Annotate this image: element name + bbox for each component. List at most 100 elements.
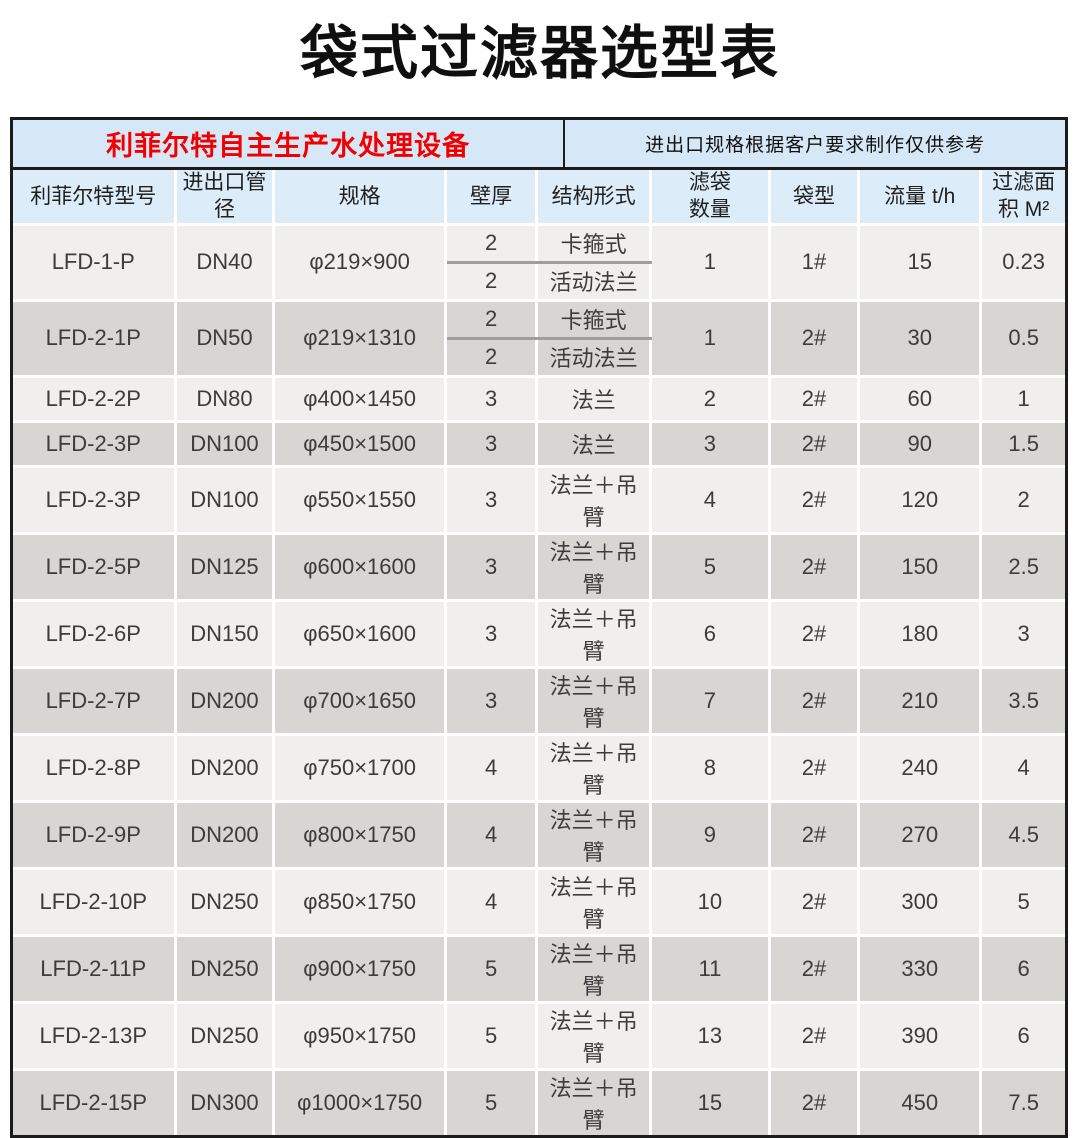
filter-area-cell: 5 xyxy=(980,868,1065,937)
flow-rate-cell: 300 xyxy=(858,868,983,937)
bag-type-cell: 2# xyxy=(769,935,861,1004)
wall-thickness-cell: 5 xyxy=(445,935,539,1004)
header-row: 利菲尔特型号 进出口管径 规格 壁厚 结构形式 滤袋数量 袋型 流量 t/h 过… xyxy=(13,170,1065,226)
filter-area-cell: 2 xyxy=(980,466,1065,535)
table-row: LFD-1-P DN40 φ219×900 2 卡箍式 1 1# 15 0.23 xyxy=(13,224,1065,302)
filter-area-cell: 2.5 xyxy=(980,533,1065,602)
structure-cell: 法兰＋吊臂 xyxy=(536,935,652,1004)
pipe-diameter-cell: DN200 xyxy=(175,801,276,870)
table-row: LFD-2-13P DN250 φ950×1750 5 法兰＋吊臂 13 2# … xyxy=(13,1002,1065,1071)
pipe-diameter-cell: DN250 xyxy=(175,1002,276,1071)
model-cell: LFD-2-3P xyxy=(13,421,177,468)
pipe-diameter-cell: DN250 xyxy=(175,935,276,1004)
flow-rate-cell: 240 xyxy=(858,734,983,803)
table-banner: 利菲尔特自主生产水处理设备 进出口规格根据客户要求制作仅供参考 xyxy=(13,120,1065,171)
filter-area-cell: 0.23 xyxy=(980,224,1065,302)
structure-cell: 法兰＋吊臂 xyxy=(536,600,652,669)
structure-cell: 法兰 xyxy=(536,421,652,468)
pipe-diameter-cell: DN150 xyxy=(175,600,276,669)
structure-cell: 法兰＋吊臂 xyxy=(536,1002,652,1071)
bag-count-cell: 6 xyxy=(650,600,771,669)
structure-cell: 法兰＋吊臂 xyxy=(536,868,652,937)
bag-type-cell: 2# xyxy=(769,1002,861,1071)
spec-table: 利菲尔特型号 进出口管径 规格 壁厚 结构形式 滤袋数量 袋型 流量 t/h 过… xyxy=(13,170,1065,1135)
spec-cell: φ950×1750 xyxy=(273,1002,447,1071)
header-flow-rate: 流量 t/h xyxy=(858,170,983,226)
flow-rate-cell: 180 xyxy=(858,600,983,669)
filter-area-cell: 0.5 xyxy=(980,300,1065,378)
bag-type-cell: 2# xyxy=(769,466,861,535)
filter-area-cell: 3 xyxy=(980,600,1065,669)
model-cell: LFD-2-11P xyxy=(13,935,177,1004)
header-pipe-diameter: 进出口管径 xyxy=(175,170,276,226)
table-row: LFD-2-6P DN150 φ650×1600 3 法兰＋吊臂 6 2# 18… xyxy=(13,600,1065,669)
brand-text: 利菲尔特自主生产水处理设备 xyxy=(106,131,471,162)
bag-type-cell: 2# xyxy=(769,376,861,423)
header-model: 利菲尔特型号 xyxy=(13,170,177,226)
flow-rate-cell: 150 xyxy=(858,533,983,602)
bag-count-cell: 13 xyxy=(650,1002,771,1071)
table-row: LFD-2-9P DN200 φ800×1750 4 法兰＋吊臂 9 2# 27… xyxy=(13,801,1065,870)
wall-thickness-cell: 3 xyxy=(445,466,539,535)
bag-type-cell: 2# xyxy=(769,667,861,736)
model-cell: LFD-2-13P xyxy=(13,1002,177,1071)
model-cell: LFD-2-5P xyxy=(13,533,177,602)
bag-type-cell: 2# xyxy=(769,600,861,669)
pipe-diameter-cell: DN100 xyxy=(175,421,276,468)
model-cell: LFD-2-2P xyxy=(13,376,177,423)
filter-area-cell: 4.5 xyxy=(980,801,1065,870)
model-cell: LFD-2-7P xyxy=(13,667,177,736)
header-structure: 结构形式 xyxy=(536,170,652,226)
bag-count-cell: 9 xyxy=(650,801,771,870)
selection-table: 利菲尔特自主生产水处理设备 进出口规格根据客户要求制作仅供参考 利菲尔特型号 进… xyxy=(10,117,1068,1138)
bag-type-cell: 2# xyxy=(769,801,861,870)
filter-area-cell: 7.5 xyxy=(980,1069,1065,1135)
spec-cell: φ450×1500 xyxy=(273,421,447,468)
bag-type-cell: 2# xyxy=(769,868,861,937)
table-row: LFD-2-11P DN250 φ900×1750 5 法兰＋吊臂 11 2# … xyxy=(13,935,1065,1004)
spec-cell: φ550×1550 xyxy=(273,466,447,535)
model-cell: LFD-2-6P xyxy=(13,600,177,669)
spec-cell: φ219×900 xyxy=(273,224,447,302)
table-row: LFD-2-2P DN80 φ400×1450 3 法兰 2 2# 60 1 xyxy=(13,376,1065,423)
bag-count-cell: 3 xyxy=(650,421,771,468)
spec-cell: φ900×1750 xyxy=(273,935,447,1004)
wall-thickness-cell: 3 xyxy=(445,600,539,669)
structure-cell: 法兰＋吊臂 xyxy=(536,1069,652,1135)
structure-cell: 卡箍式 xyxy=(536,300,652,340)
header-wall-thickness: 壁厚 xyxy=(445,170,539,226)
table-row: LFD-2-1P DN50 φ219×1310 2 卡箍式 1 2# 30 0.… xyxy=(13,300,1065,378)
bag-count-cell: 15 xyxy=(650,1069,771,1135)
model-cell: LFD-2-1P xyxy=(13,300,177,378)
banner-note-cell: 进出口规格根据客户要求制作仅供参考 xyxy=(565,120,1065,167)
bag-count-cell: 10 xyxy=(650,868,771,937)
wall-thickness-cell: 4 xyxy=(445,801,539,870)
flow-rate-cell: 390 xyxy=(858,1002,983,1071)
bag-count-cell: 8 xyxy=(650,734,771,803)
bag-type-cell: 2# xyxy=(769,300,861,378)
pipe-diameter-cell: DN100 xyxy=(175,466,276,535)
pipe-diameter-cell: DN125 xyxy=(175,533,276,602)
bag-type-cell: 2# xyxy=(769,533,861,602)
bag-count-cell: 2 xyxy=(650,376,771,423)
banner-brand-cell: 利菲尔特自主生产水处理设备 xyxy=(13,120,566,168)
structure-cell: 法兰 xyxy=(536,376,652,423)
pipe-diameter-cell: DN40 xyxy=(175,224,276,302)
spec-cell: φ750×1700 xyxy=(273,734,447,803)
pipe-diameter-cell: DN250 xyxy=(175,868,276,937)
page-title: 袋式过滤器选型表 xyxy=(299,21,780,86)
header-spec: 规格 xyxy=(273,170,447,226)
wall-thickness-cell: 5 xyxy=(445,1069,539,1135)
structure-cell: 卡箍式 xyxy=(536,224,652,264)
structure-cell: 法兰＋吊臂 xyxy=(536,801,652,870)
pipe-diameter-cell: DN300 xyxy=(175,1069,276,1135)
spec-cell: φ600×1600 xyxy=(273,533,447,602)
filter-area-cell: 1.5 xyxy=(980,421,1065,468)
model-cell: LFD-1-P xyxy=(13,224,177,302)
header-bag-count: 滤袋数量 xyxy=(650,170,771,226)
wall-thickness-cell: 2 xyxy=(445,300,539,340)
structure-cell: 活动法兰 xyxy=(536,262,652,302)
spec-cell: φ1000×1750 xyxy=(273,1069,447,1135)
header-bag-type: 袋型 xyxy=(769,170,861,226)
flow-rate-cell: 120 xyxy=(858,466,983,535)
